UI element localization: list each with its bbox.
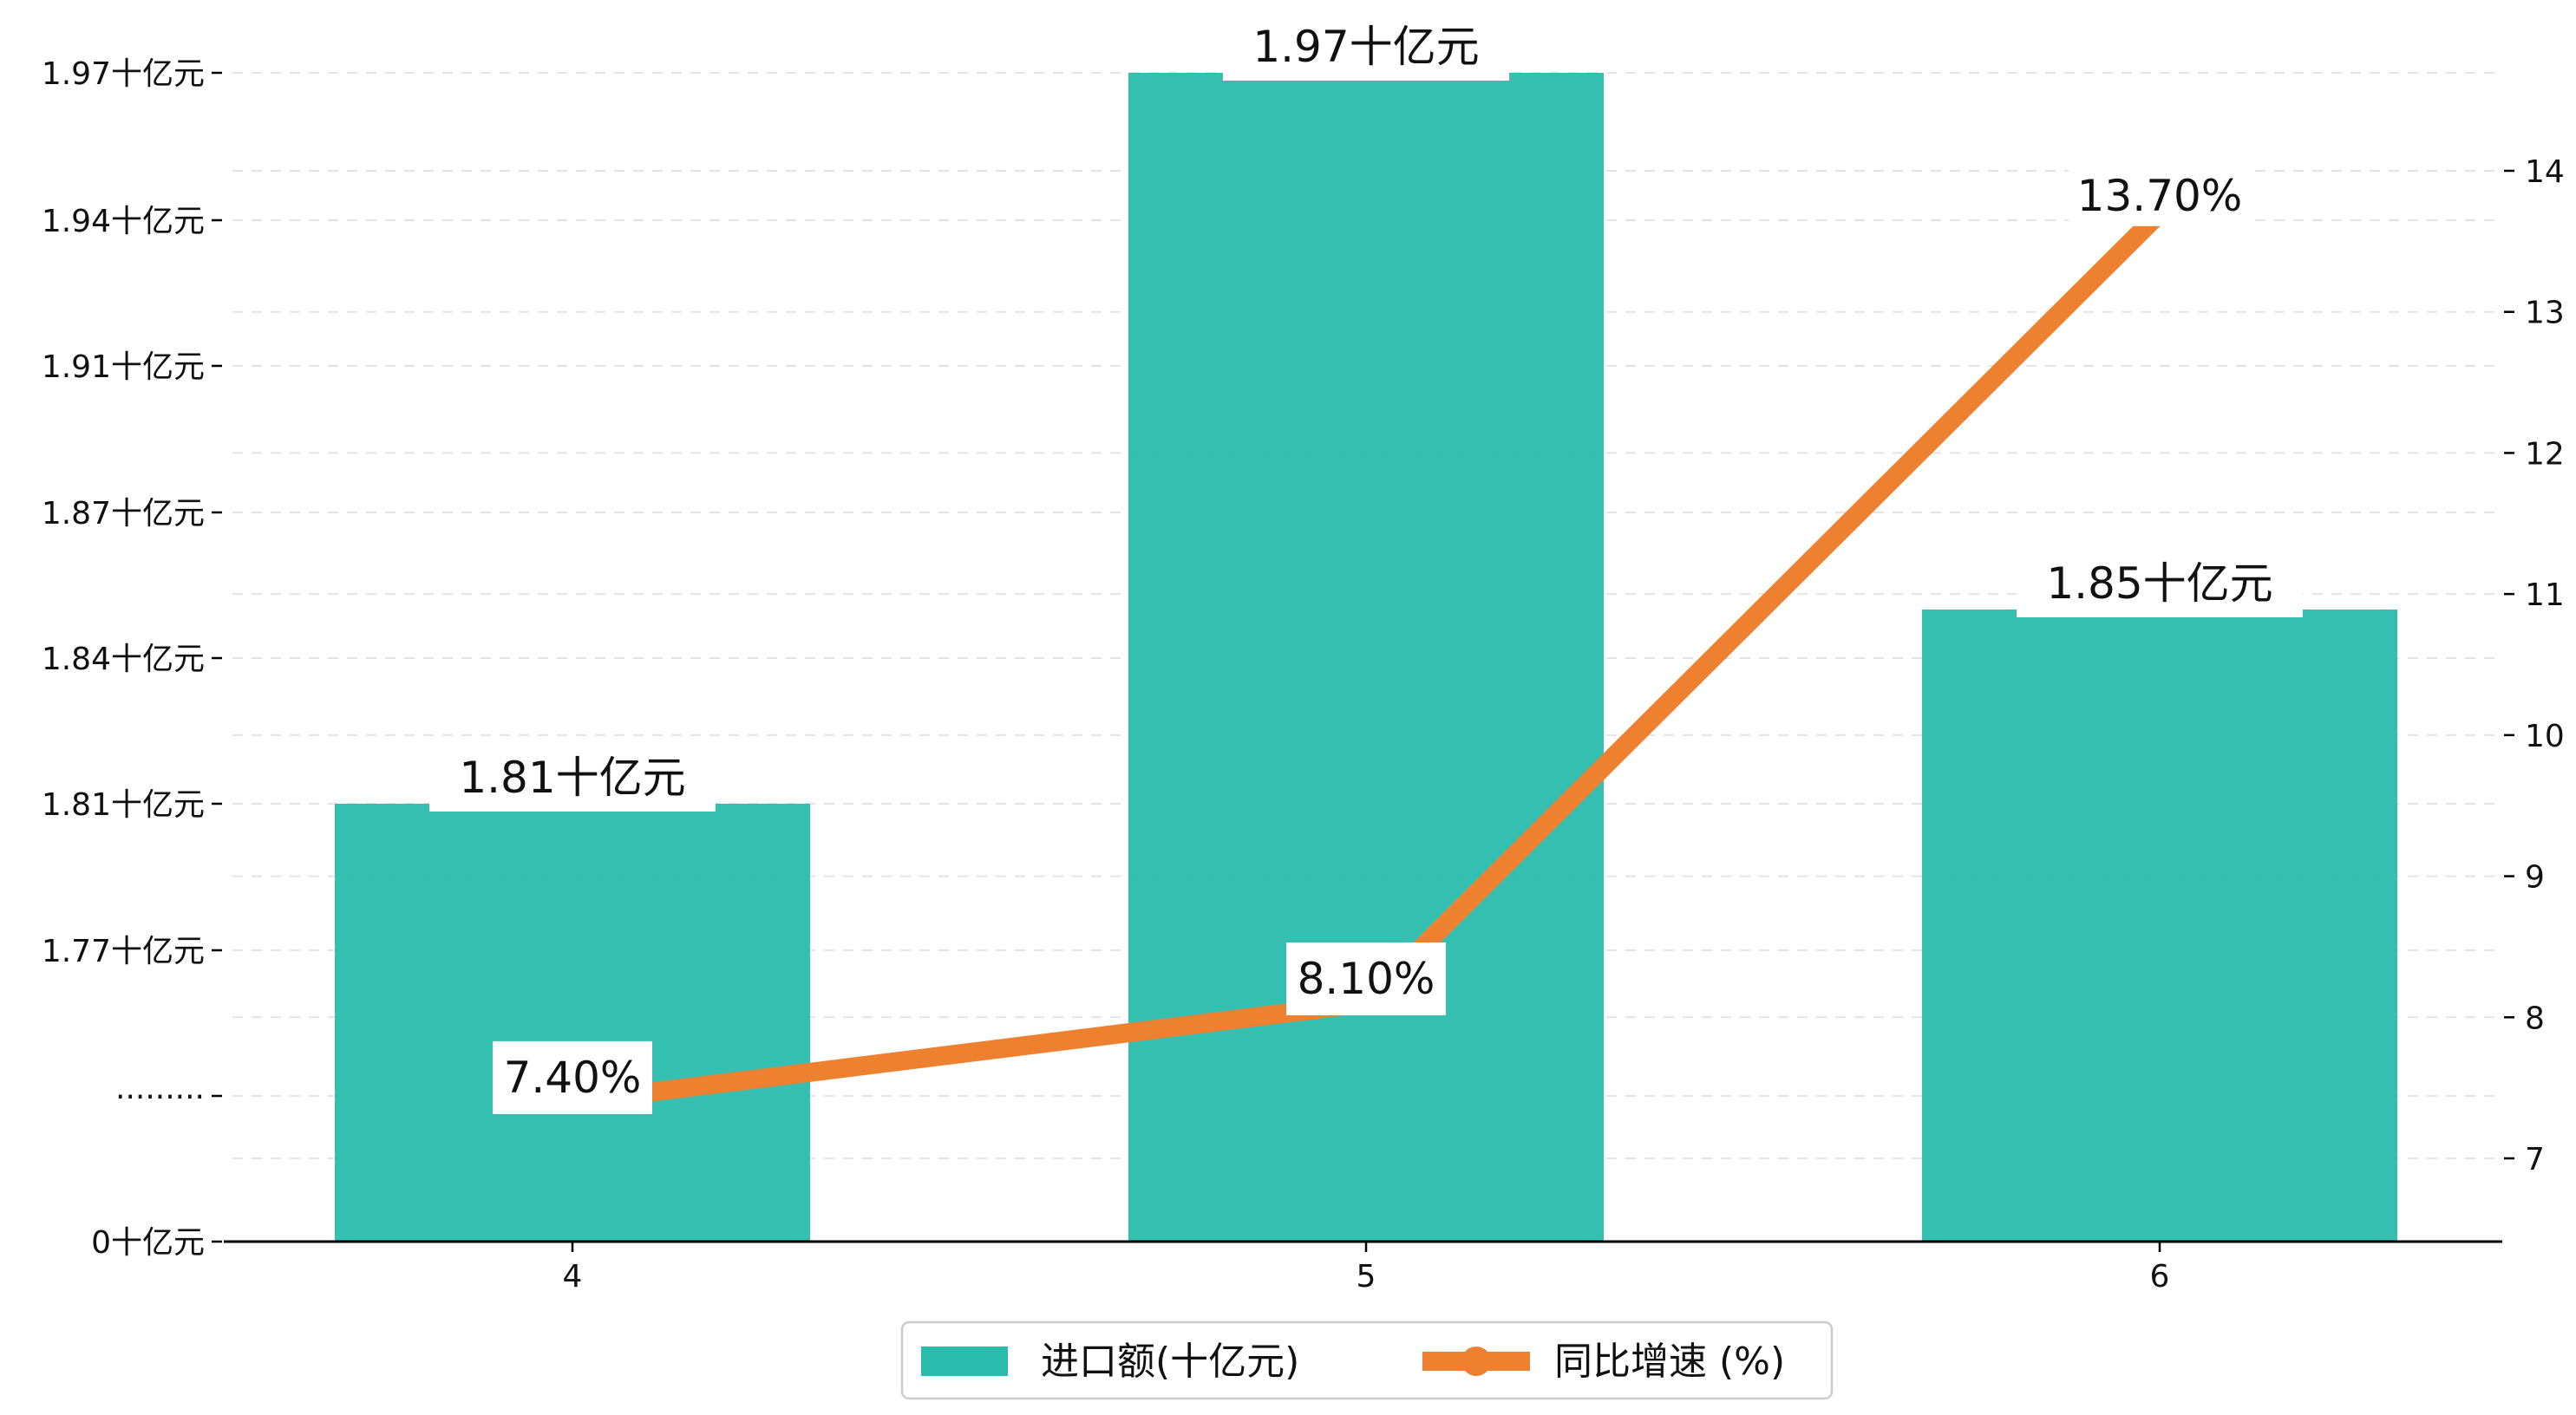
- bar-4: [335, 804, 810, 1242]
- bar-label-5-group: 1.97十亿元: [1223, 13, 1509, 81]
- legend-label-imports: 进口额(十亿元): [1041, 1340, 1299, 1384]
- bar-series: [335, 73, 2397, 1242]
- y-right-tick-label-9: 9: [2525, 860, 2545, 896]
- bar-6: [1922, 610, 2397, 1242]
- y-right-tick-label-8: 8: [2525, 1001, 2545, 1036]
- data-labels: 1.81十亿元 1.97十亿元 1.85十亿元 7.40% 8.10% 13.70%: [429, 13, 2303, 1114]
- y-left-tick-label-8: 1.97十亿元: [42, 56, 205, 92]
- y-right-tick-label-14: 14: [2525, 154, 2565, 190]
- y-left-tick-label-2: 1.77十亿元: [42, 934, 205, 969]
- bar-label-6-group: 1.85十亿元: [2017, 550, 2303, 617]
- line-label-6-box: [2069, 165, 2251, 226]
- bar-label-4: 1.81十亿元: [459, 753, 685, 803]
- bar-5: [1128, 73, 1604, 1242]
- y-left-tick-label-3: 1.81十亿元: [42, 787, 205, 823]
- legend-marker-growth: [1461, 1347, 1491, 1376]
- y-right-tick-label-11: 11: [2525, 577, 2565, 613]
- legend-label-growth: 同比增速 (%): [1554, 1340, 1785, 1384]
- y-right-tick-label-12: 12: [2525, 436, 2565, 472]
- line-label-6-group: 13.70%: [2069, 165, 2251, 226]
- y-left-tick-label-1: ·········: [115, 1079, 205, 1115]
- line-label-5: 8.10%: [1298, 954, 1435, 1004]
- x-tick-label-6: 6: [2150, 1259, 2170, 1294]
- line-label-4-group: 7.40%: [493, 1040, 652, 1114]
- line-label-5-group: 8.10%: [1286, 942, 1446, 1016]
- line-label-6: 13.70%: [2077, 171, 2243, 221]
- line-label-4: 7.40%: [504, 1053, 642, 1103]
- bar-label-6: 1.85十亿元: [2046, 558, 2272, 609]
- axes: 4 5 6 0十亿元 ········· 1.77十亿元 1.81十亿元 1.84十亿元 1.8…: [42, 56, 2565, 1294]
- bar-label-6-box: [2017, 550, 2303, 617]
- legend-swatch-imports: [921, 1347, 1008, 1376]
- x-tick-label-4: 4: [563, 1259, 583, 1294]
- y-right-tick-label-13: 13: [2525, 296, 2565, 331]
- legend-box: [900, 1320, 1834, 1400]
- legend: 进口额(十亿元) 同比增速 (%): [900, 1320, 1834, 1400]
- x-tick-label-5: 5: [1357, 1259, 1376, 1294]
- y-left-tick-label-6: 1.91十亿元: [42, 349, 205, 385]
- bar-label-4-box: [429, 744, 716, 812]
- y-left-tick-label-4: 1.84十亿元: [42, 642, 205, 677]
- y-right-tick-label-10: 10: [2525, 719, 2565, 754]
- bar-label-5: 1.97十亿元: [1252, 22, 1479, 72]
- bar-label-4-group: 1.81十亿元: [429, 744, 716, 812]
- bar-label-5-box: [1223, 13, 1509, 81]
- line-label-4-box: [493, 1040, 652, 1114]
- y-right-tick-label-7: 7: [2525, 1142, 2545, 1177]
- y-left-tick-label-7: 1.94十亿元: [42, 204, 205, 239]
- line-label-5-box: [1286, 942, 1446, 1016]
- y-left-tick-label-5: 1.87十亿元: [42, 496, 205, 531]
- y-left-tick-label-0: 0十亿元: [91, 1225, 205, 1261]
